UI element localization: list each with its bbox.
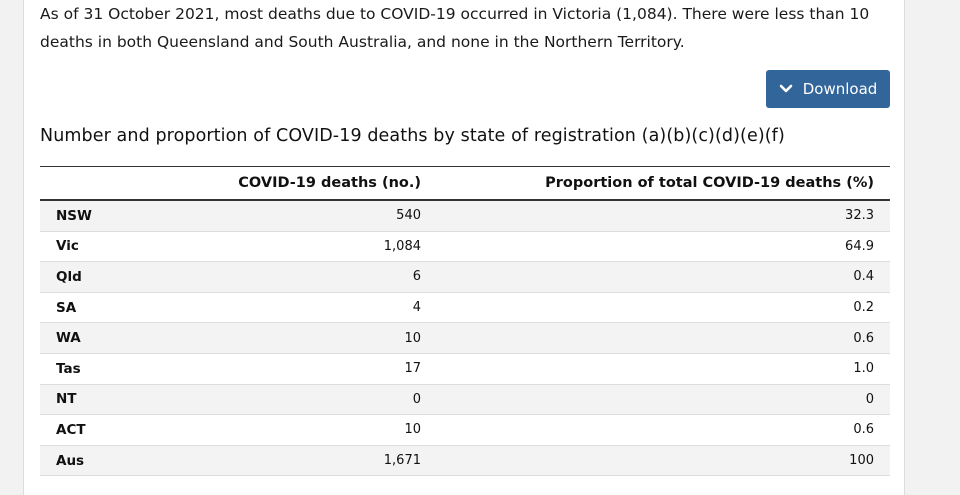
state-name: ACT <box>40 414 182 446</box>
table-row: WA 10 0.6 <box>40 322 890 354</box>
table-row: Qld 6 0.4 <box>40 261 890 293</box>
deaths-count: 0 <box>182 384 437 416</box>
table-row: SA 4 0.2 <box>40 292 890 324</box>
table-title: Number and proportion of COVID-19 deaths… <box>40 126 785 146</box>
download-button[interactable]: Download <box>766 70 890 108</box>
content-card: As of 31 October 2021, most deaths due t… <box>23 0 905 495</box>
deaths-proportion: 0.6 <box>437 322 890 354</box>
deaths-proportion: 0 <box>437 384 890 416</box>
table-row: Vic 1,084 64.9 <box>40 231 890 263</box>
deaths-proportion: 0.4 <box>437 261 890 293</box>
chevron-down-icon <box>779 84 793 94</box>
download-button-label: Download <box>802 80 878 98</box>
header-proportion: Proportion of total COVID-19 deaths (%) <box>437 166 890 201</box>
table-header-row: COVID-19 deaths (no.) Proportion of tota… <box>40 166 890 201</box>
deaths-count: 1,084 <box>182 231 437 263</box>
deaths-proportion: 1.0 <box>437 353 890 385</box>
deaths-proportion: 32.3 <box>437 200 890 232</box>
header-deaths: COVID-19 deaths (no.) <box>182 166 437 201</box>
deaths-count: 17 <box>182 353 437 385</box>
intro-paragraph: As of 31 October 2021, most deaths due t… <box>40 5 870 51</box>
state-name: NT <box>40 384 182 416</box>
deaths-proportion: 100 <box>437 445 890 477</box>
state-name: SA <box>40 292 182 324</box>
table-row: Aus 1,671 100 <box>40 445 890 477</box>
deaths-count: 10 <box>182 414 437 446</box>
deaths-count: 540 <box>182 200 437 232</box>
deaths-count: 1,671 <box>182 445 437 477</box>
deaths-proportion: 64.9 <box>437 231 890 263</box>
table-row: Tas 17 1.0 <box>40 353 890 385</box>
state-name: Qld <box>40 261 182 293</box>
deaths-by-state-table: COVID-19 deaths (no.) Proportion of tota… <box>40 166 890 477</box>
deaths-proportion: 0.2 <box>437 292 890 324</box>
state-name: Aus <box>40 445 182 477</box>
state-name: WA <box>40 322 182 354</box>
table-row: ACT 10 0.6 <box>40 414 890 446</box>
deaths-count: 6 <box>182 261 437 293</box>
state-name: Tas <box>40 353 182 385</box>
deaths-proportion: 0.6 <box>437 414 890 446</box>
deaths-count: 4 <box>182 292 437 324</box>
header-state <box>40 166 182 201</box>
state-name: Vic <box>40 231 182 263</box>
state-name: NSW <box>40 200 182 232</box>
deaths-count: 10 <box>182 322 437 354</box>
table-row: NT 0 0 <box>40 384 890 416</box>
table-row: NSW 540 32.3 <box>40 200 890 232</box>
